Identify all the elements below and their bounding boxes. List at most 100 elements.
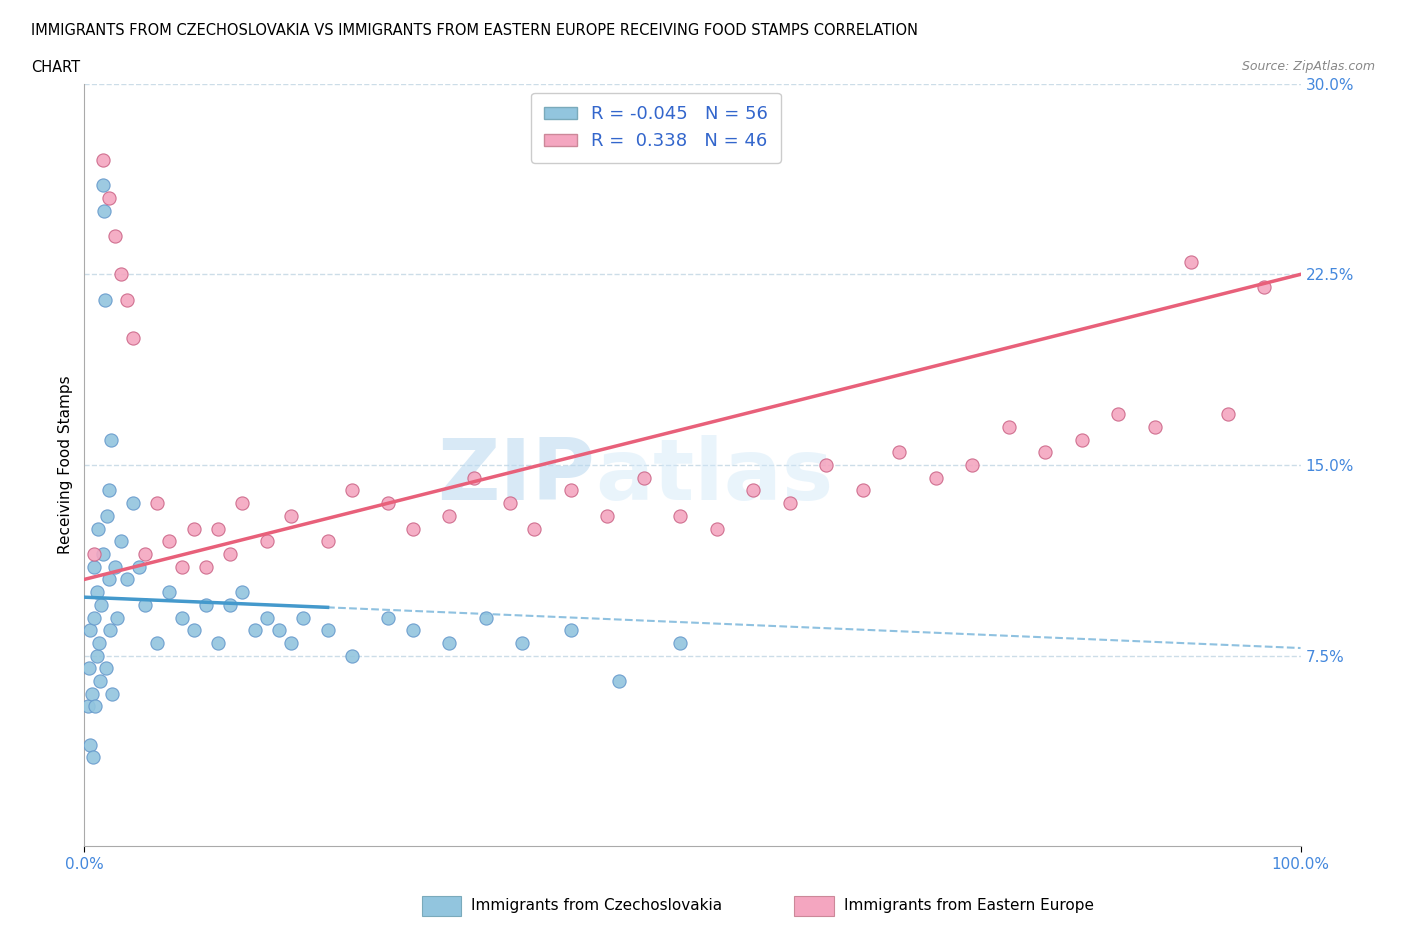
Text: Immigrants from Czechoslovakia: Immigrants from Czechoslovakia xyxy=(471,898,723,913)
Point xyxy=(77,661,100,676)
Point xyxy=(925,471,948,485)
Point xyxy=(1107,406,1129,421)
Point xyxy=(84,699,107,714)
Point xyxy=(207,521,229,536)
Point xyxy=(77,699,100,714)
Point xyxy=(87,635,110,650)
Point xyxy=(1033,445,1056,459)
Point xyxy=(91,153,114,167)
Point xyxy=(231,585,253,600)
Point xyxy=(115,572,138,587)
Point xyxy=(267,623,290,638)
Point xyxy=(96,661,118,676)
Point xyxy=(560,623,582,638)
Point xyxy=(439,509,461,524)
Point xyxy=(115,292,138,307)
Point xyxy=(194,559,218,574)
Point xyxy=(83,547,105,562)
Point xyxy=(231,496,253,511)
Point xyxy=(510,635,533,650)
Point xyxy=(243,623,266,638)
Point xyxy=(256,610,278,625)
Text: CHART: CHART xyxy=(31,60,80,75)
Point xyxy=(706,521,728,536)
Point xyxy=(889,445,911,459)
Point xyxy=(669,509,692,524)
Text: atlas: atlas xyxy=(595,435,834,518)
Text: Source: ZipAtlas.com: Source: ZipAtlas.com xyxy=(1241,60,1375,73)
Text: IMMIGRANTS FROM CZECHOSLOVAKIA VS IMMIGRANTS FROM EASTERN EUROPE RECEIVING FOOD : IMMIGRANTS FROM CZECHOSLOVAKIA VS IMMIGR… xyxy=(31,23,918,38)
Point xyxy=(89,673,111,688)
Point xyxy=(122,496,145,511)
Point xyxy=(194,597,218,612)
Point xyxy=(83,559,105,574)
Point xyxy=(596,509,619,524)
Point xyxy=(316,534,339,549)
Point xyxy=(170,559,193,574)
Point xyxy=(609,673,631,688)
Point xyxy=(98,623,121,638)
Y-axis label: Receiving Food Stamps: Receiving Food Stamps xyxy=(58,376,73,554)
Point xyxy=(815,458,838,472)
Point xyxy=(402,623,425,638)
Point xyxy=(128,559,150,574)
Point xyxy=(134,547,156,562)
Point xyxy=(280,509,302,524)
Point xyxy=(82,750,104,764)
Point xyxy=(159,585,181,600)
Point xyxy=(742,483,765,498)
Text: Immigrants from Eastern Europe: Immigrants from Eastern Europe xyxy=(844,898,1094,913)
Point xyxy=(1143,419,1166,434)
Point xyxy=(439,635,461,650)
Point xyxy=(340,483,363,498)
Legend: R = -0.045   N = 56, R =  0.338   N = 46: R = -0.045 N = 56, R = 0.338 N = 46 xyxy=(531,93,780,163)
Point xyxy=(83,610,105,625)
Point xyxy=(87,521,110,536)
Point xyxy=(316,623,339,638)
Point xyxy=(97,191,120,206)
Point xyxy=(101,686,124,701)
Point xyxy=(104,229,127,244)
Point xyxy=(94,292,117,307)
Point xyxy=(93,204,115,219)
Point xyxy=(207,635,229,650)
Point xyxy=(402,521,425,536)
Point xyxy=(100,432,122,447)
Point xyxy=(159,534,181,549)
Point xyxy=(86,648,108,663)
Point xyxy=(852,483,875,498)
Point xyxy=(96,509,118,524)
Point xyxy=(474,610,496,625)
Point xyxy=(1070,432,1092,447)
Point xyxy=(97,483,120,498)
Point xyxy=(104,559,127,574)
Point xyxy=(86,585,108,600)
Point xyxy=(97,572,120,587)
Point xyxy=(146,635,169,650)
Point xyxy=(91,178,114,193)
Point xyxy=(779,496,801,511)
Point xyxy=(79,623,101,638)
Point xyxy=(997,419,1019,434)
Point xyxy=(183,521,205,536)
Text: ZIP: ZIP xyxy=(437,435,595,518)
Point xyxy=(633,471,655,485)
Point xyxy=(170,610,193,625)
Point xyxy=(523,521,546,536)
Point xyxy=(280,635,302,650)
Point xyxy=(146,496,169,511)
Point xyxy=(219,547,242,562)
Point xyxy=(463,471,485,485)
Point xyxy=(91,547,114,562)
Point xyxy=(292,610,315,625)
Point xyxy=(669,635,692,650)
Point xyxy=(219,597,242,612)
Point xyxy=(79,737,101,752)
Point xyxy=(560,483,582,498)
Point xyxy=(499,496,522,511)
Point xyxy=(960,458,983,472)
Point xyxy=(122,330,145,345)
Point xyxy=(90,597,112,612)
Point xyxy=(110,534,132,549)
Point xyxy=(1216,406,1239,421)
